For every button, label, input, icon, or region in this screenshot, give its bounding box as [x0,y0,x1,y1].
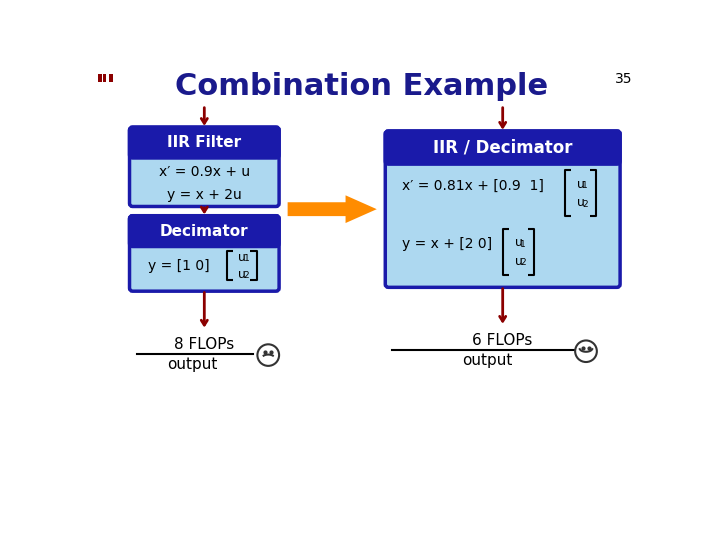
Text: 6 FLOPs: 6 FLOPs [472,333,533,348]
Bar [103,74,106,82]
Text: u: u [515,236,523,249]
Bar [136,143,273,155]
Text: y = x + [2 0]: y = x + [2 0] [402,237,492,251]
Text: output: output [462,353,513,368]
Bar [136,231,273,244]
Text: 1: 1 [582,181,588,190]
Text: u: u [238,251,246,264]
Text: u: u [577,196,585,209]
Text: output: output [168,357,218,372]
Text: u: u [577,178,585,191]
Bar [98,74,102,82]
Text: y = x + 2u: y = x + 2u [167,188,242,202]
Text: 2: 2 [244,271,249,280]
Text: 1: 1 [243,254,249,264]
Bar [109,74,113,82]
Bar [392,147,614,161]
Text: x′ = 0.81x + [0.9  1]: x′ = 0.81x + [0.9 1] [402,179,544,193]
Polygon shape [287,195,377,223]
Text: IIR / Decimator: IIR / Decimator [433,139,572,157]
Text: 8 FLOPs: 8 FLOPs [174,337,235,352]
Text: Combination Example: Combination Example [175,72,548,101]
FancyBboxPatch shape [130,127,279,206]
Text: y = [1 0]: y = [1 0] [148,259,210,273]
Text: 2: 2 [521,258,526,267]
Text: x′ = 0.9x + u: x′ = 0.9x + u [158,165,250,179]
Text: Decimator: Decimator [160,224,248,239]
Text: 35: 35 [615,72,632,86]
FancyBboxPatch shape [385,131,620,164]
FancyBboxPatch shape [130,215,279,291]
FancyBboxPatch shape [130,127,279,158]
Text: 1: 1 [521,240,526,249]
Text: u: u [515,255,523,268]
Text: IIR Filter: IIR Filter [167,135,241,150]
Text: u: u [238,268,246,281]
Text: 2: 2 [582,200,588,208]
FancyBboxPatch shape [385,131,620,287]
FancyBboxPatch shape [130,215,279,247]
